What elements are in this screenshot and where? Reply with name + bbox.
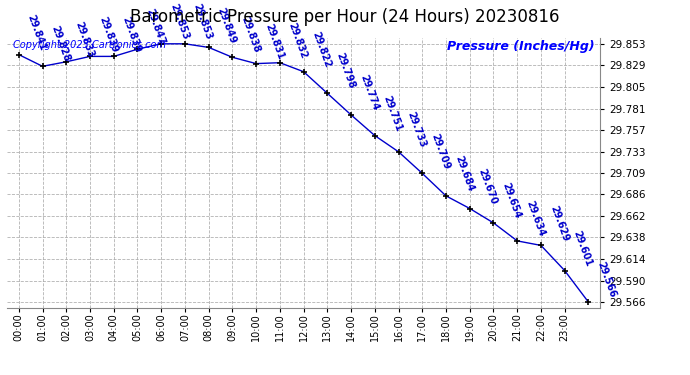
Text: 29.847: 29.847: [144, 8, 167, 46]
Text: 29.853: 29.853: [192, 2, 214, 41]
Text: 29.828: 29.828: [50, 25, 72, 63]
Text: 29.798: 29.798: [334, 52, 357, 90]
Text: 29.684: 29.684: [453, 154, 475, 193]
Text: 29.751: 29.751: [382, 94, 404, 133]
Text: 29.601: 29.601: [571, 229, 594, 268]
Text: 29.822: 29.822: [310, 30, 333, 69]
Text: 29.833: 29.833: [73, 20, 95, 59]
Text: 29.654: 29.654: [500, 182, 522, 220]
Text: 29.629: 29.629: [548, 204, 570, 243]
Text: 29.774: 29.774: [358, 74, 380, 112]
Text: 29.566: 29.566: [595, 261, 618, 299]
Text: 29.839: 29.839: [97, 15, 119, 54]
Text: 29.709: 29.709: [429, 132, 451, 171]
Text: 29.634: 29.634: [524, 200, 546, 238]
Text: 29.832: 29.832: [287, 21, 309, 60]
Text: 29.853: 29.853: [168, 2, 190, 41]
Text: 29.838: 29.838: [239, 16, 262, 54]
Text: 29.839: 29.839: [121, 15, 143, 54]
Text: Copyright 2023 Cartronics.com: Copyright 2023 Cartronics.com: [13, 40, 166, 50]
Text: 29.831: 29.831: [263, 22, 286, 61]
Text: Barometric Pressure per Hour (24 Hours) 20230816: Barometric Pressure per Hour (24 Hours) …: [130, 8, 560, 26]
Text: 29.849: 29.849: [215, 6, 238, 45]
Text: 29.841: 29.841: [26, 13, 48, 52]
Text: 29.733: 29.733: [406, 110, 428, 149]
Text: Pressure (Inches/Hg): Pressure (Inches/Hg): [446, 40, 594, 53]
Text: 29.670: 29.670: [477, 167, 499, 206]
